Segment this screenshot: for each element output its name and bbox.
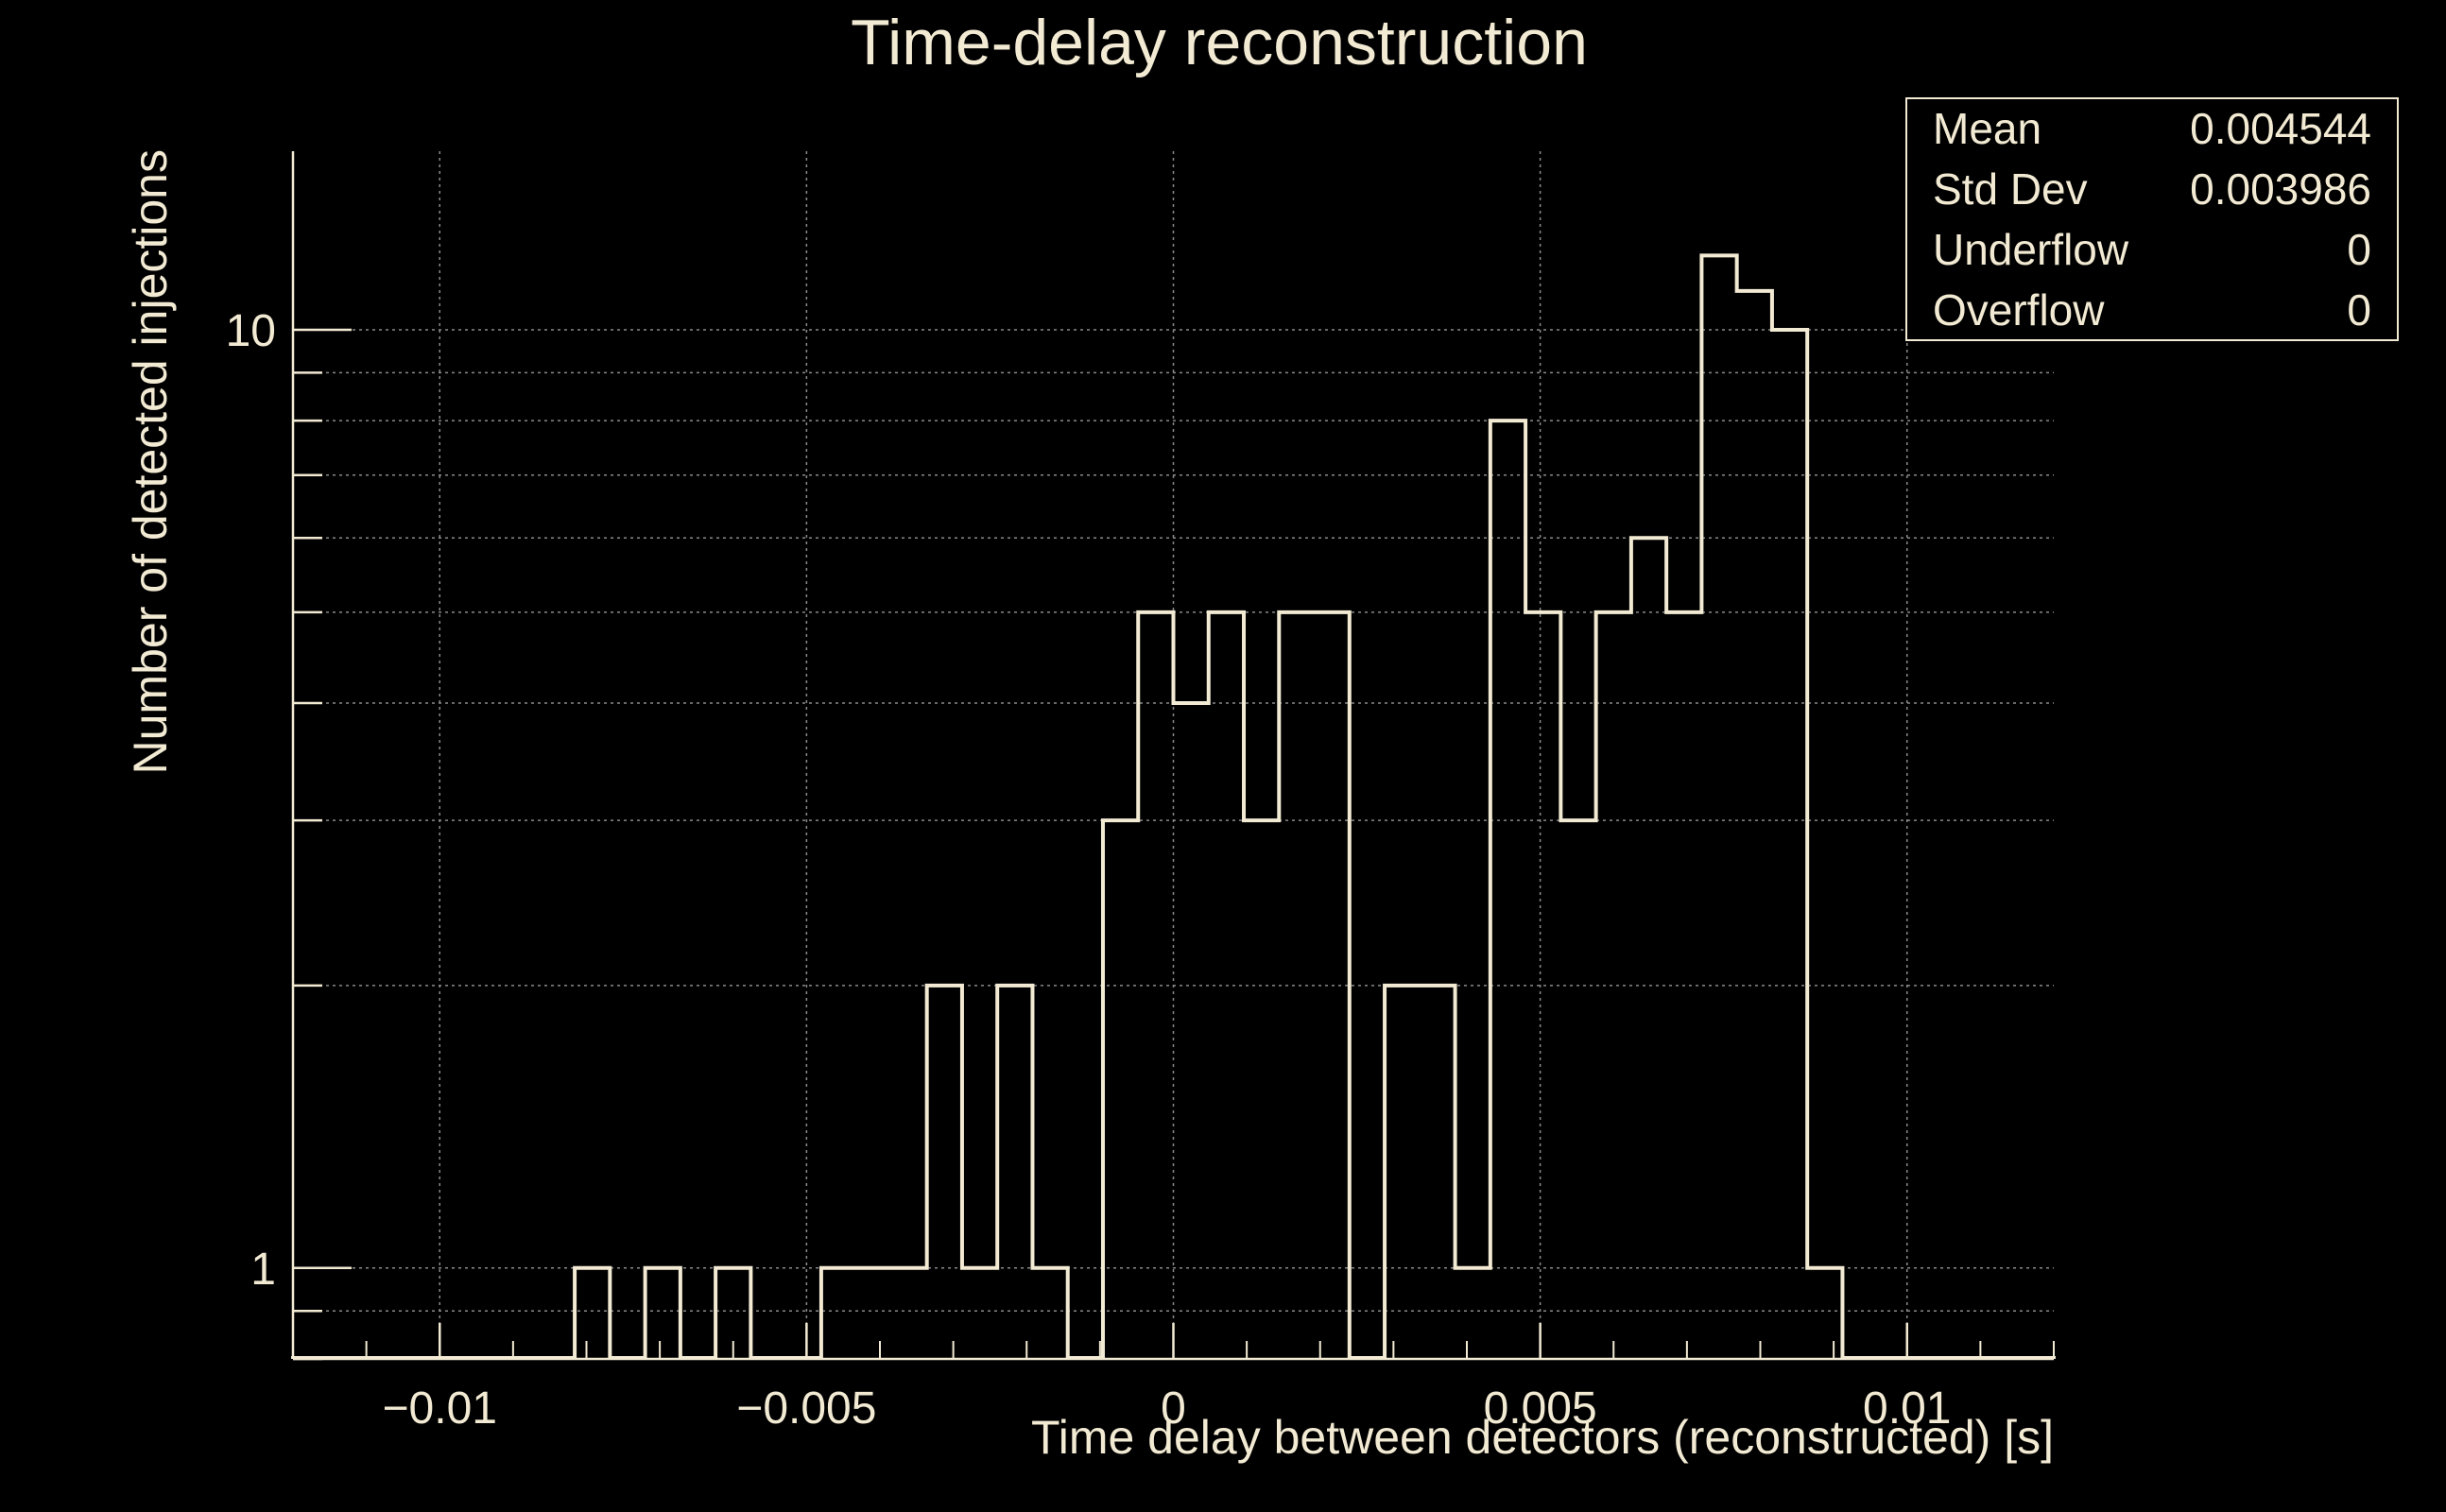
histogram-bin <box>1279 612 1314 1359</box>
x-tick-label: 0 <box>1161 1383 1186 1434</box>
grid-layer <box>293 151 2054 1360</box>
stats-value: 0.004544 <box>2190 104 2371 153</box>
stats-label: Underflow <box>1933 225 2129 274</box>
histogram-bin <box>891 1268 926 1359</box>
histogram-bin <box>1490 421 1525 1359</box>
stats-label: Std Dev <box>1933 164 2088 214</box>
labels-layer: Time-delay reconstruction Time delay bet… <box>124 7 2054 1464</box>
stats-label: Mean <box>1933 104 2041 153</box>
y-axis-label: Number of detected injections <box>124 149 177 774</box>
axes-layer: −0.01 −0.005 0 0.005 0.01 1 10 <box>226 151 2055 1434</box>
chart-title: Time-delay reconstruction <box>851 7 1588 78</box>
histogram-bin <box>962 1268 997 1359</box>
histogram-bin <box>1174 703 1209 1359</box>
x-tick-label: −0.01 <box>383 1383 497 1434</box>
histogram-bin <box>1596 612 1631 1359</box>
stats-value: 0 <box>2347 285 2371 335</box>
stats-value: 0.003986 <box>2190 164 2371 214</box>
histogram-bin <box>1631 538 1666 1359</box>
histogram-bin <box>1560 820 1595 1359</box>
histogram-bin <box>1807 1268 1842 1359</box>
histogram-bin <box>927 986 962 1359</box>
x-tick-label: 0.005 <box>1484 1383 1597 1434</box>
histogram-bin <box>1032 1268 1067 1359</box>
x-tick-label: 0.01 <box>1863 1383 1951 1434</box>
y-tick-label: 10 <box>226 306 276 356</box>
histogram-bin <box>821 1268 856 1359</box>
histogram-bin <box>646 1268 680 1359</box>
histogram-bin <box>1385 986 1420 1359</box>
histogram-bin <box>1103 820 1138 1359</box>
stats-label: Overflow <box>1933 285 2105 335</box>
histogram-bin <box>575 1268 610 1359</box>
histogram-outline <box>291 253 2056 1360</box>
x-tick-label: −0.005 <box>736 1383 876 1434</box>
histogram-bin <box>997 986 1032 1359</box>
histogram-bin <box>856 1268 891 1359</box>
histogram-bin <box>1737 291 1772 1359</box>
x-axis-label: Time delay between detectors (reconstruc… <box>1031 1411 2054 1464</box>
stats-value: 0 <box>2347 225 2371 274</box>
histogram-bin <box>1772 330 1807 1359</box>
histogram-bin <box>1420 986 1455 1359</box>
stats-box: Mean 0.004544 Std Dev 0.003986 Underflow 0 Ove… <box>1905 97 2399 341</box>
histogram-bin <box>1244 820 1279 1359</box>
histogram-bin <box>1456 1268 1490 1359</box>
histogram-bin <box>1701 255 1736 1359</box>
stats-box-frame <box>1905 97 2399 341</box>
y-tick-label: 1 <box>250 1245 276 1295</box>
